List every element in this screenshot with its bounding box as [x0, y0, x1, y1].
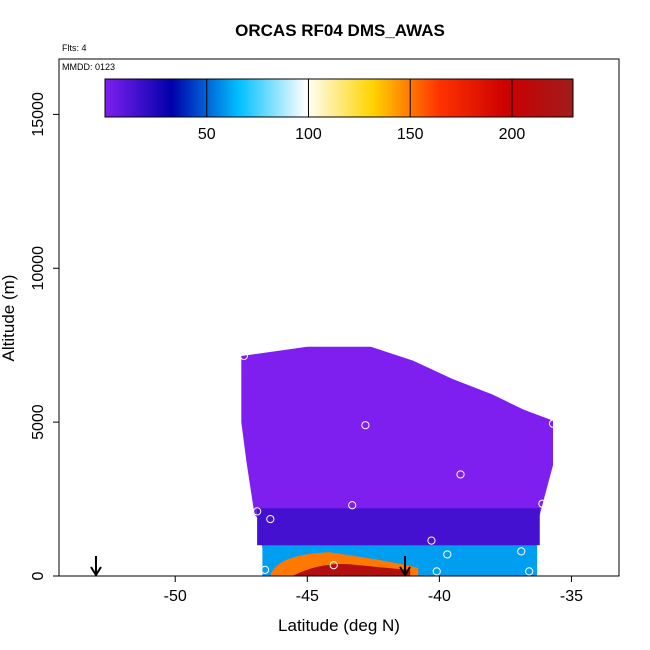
colorbar: 50 100 150 200: [104, 78, 574, 143]
colorbar-gradient: [104, 78, 574, 118]
sample-point: [361, 421, 370, 430]
x-tick-label: -40: [428, 588, 451, 605]
y-tick-label: 0: [30, 571, 47, 580]
chart-title: ORCAS RF04 DMS_AWAS: [235, 21, 445, 40]
colorbar-tick-label: 200: [499, 126, 526, 143]
sample-point: [239, 351, 249, 361]
y-tick-label: 10000: [30, 246, 47, 291]
colorbar-tick-label: 150: [397, 126, 424, 143]
sample-point: [456, 470, 465, 479]
sample-point: [348, 501, 357, 510]
sample-point: [538, 499, 547, 508]
x-tick-label: -50: [164, 588, 187, 605]
y-axis: 0 5000 10000 15000: [30, 92, 59, 580]
flight-arrow-head: [90, 566, 102, 577]
y-tick-label: 15000: [30, 92, 47, 137]
x-tick-label: -45: [296, 588, 319, 605]
sample-point: [266, 514, 275, 524]
y-axis-title: Altitude (m): [0, 275, 18, 362]
sample-point: [253, 507, 262, 516]
flights-note: Flts: 4: [62, 43, 87, 53]
sample-point: [548, 419, 558, 428]
sample-point: [517, 547, 526, 556]
colorbar-tick-label: 100: [295, 126, 322, 143]
flight-arrows: [90, 556, 411, 577]
mid-alt-band: [257, 508, 540, 546]
x-axis: -50 -45 -40 -35: [164, 575, 583, 605]
plume-core: [292, 564, 411, 576]
flight-arrow-head: [399, 566, 411, 577]
sample-point: [432, 567, 441, 576]
sample-point: [329, 561, 338, 570]
x-axis-title: Latitude (deg N): [278, 616, 400, 635]
y-tick-label: 5000: [30, 404, 47, 440]
colorbar-tick-label: 50: [198, 126, 216, 143]
sample-point: [525, 567, 534, 576]
sample-markers: [239, 338, 558, 576]
date-note: MMDD: 0123: [62, 62, 115, 72]
x-tick-label: -35: [560, 588, 583, 605]
sample-point: [443, 550, 452, 559]
sample-point: [260, 565, 270, 574]
sample-point: [371, 338, 381, 347]
data-field: [241, 346, 554, 576]
sample-point: [427, 536, 436, 545]
